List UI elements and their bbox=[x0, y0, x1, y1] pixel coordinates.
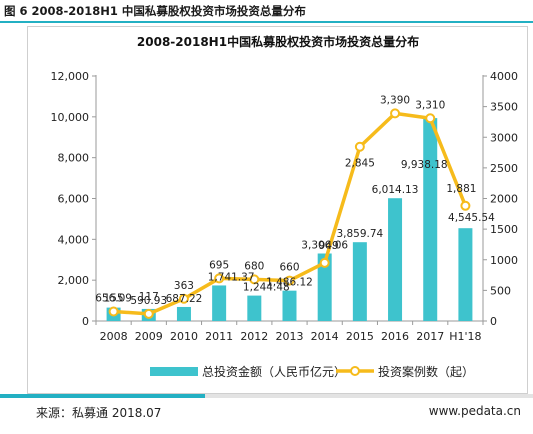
y-left-tick-label: 2,000 bbox=[58, 274, 90, 287]
website-link[interactable]: www.pedata.cn bbox=[428, 404, 521, 418]
bar-value-label: 1,244.48 bbox=[243, 282, 290, 294]
bar bbox=[458, 228, 473, 321]
bar bbox=[247, 295, 262, 321]
bar bbox=[212, 285, 227, 321]
line-value-label: 1,881 bbox=[446, 183, 476, 195]
x-tick-label: 2008 bbox=[100, 330, 128, 343]
line-value-label: 3,310 bbox=[415, 99, 445, 111]
bar-value-label: 6,014.13 bbox=[372, 184, 419, 196]
x-tick-label: 2017 bbox=[416, 330, 444, 343]
legend-line-label: 投资案例数（起） bbox=[378, 364, 474, 379]
x-tick-label: 2013 bbox=[276, 330, 304, 343]
bar-value-label: 1,741.37 bbox=[208, 271, 255, 283]
source-note: 来源：私募通 2018.07 bbox=[36, 406, 162, 420]
y-left-tick-label: 10,000 bbox=[51, 111, 90, 124]
legend-line-marker bbox=[350, 366, 360, 376]
x-tick-label: 2011 bbox=[205, 330, 233, 343]
x-tick-label: 2010 bbox=[170, 330, 198, 343]
line-value-label: 155 bbox=[104, 293, 124, 305]
line-point bbox=[354, 141, 365, 152]
chart-legend: 总投资金额（人民币亿元） 投资案例数（起） bbox=[150, 364, 474, 379]
line-value-label: 695 bbox=[209, 259, 229, 271]
x-tick-label: 2009 bbox=[135, 330, 163, 343]
bar-value-label: 656.09 bbox=[95, 293, 132, 305]
line-point bbox=[460, 200, 471, 211]
line-series bbox=[108, 108, 471, 319]
x-tick-label: 2015 bbox=[346, 330, 374, 343]
line-value-label: 2,845 bbox=[345, 158, 375, 170]
line-point bbox=[425, 113, 436, 124]
bar bbox=[176, 306, 191, 321]
chart-container: 2008-2018H1中国私募股权投资市场投资总量分布 0 2,000 4,000 6… bbox=[27, 26, 528, 394]
bar bbox=[317, 253, 332, 321]
line-point bbox=[143, 308, 154, 319]
line-point bbox=[319, 257, 330, 268]
y-right-tick-label: 1000 bbox=[490, 254, 518, 267]
line-point bbox=[214, 273, 225, 284]
bar-value-label: 590.93 bbox=[130, 295, 167, 307]
y-right-tick-label: 0 bbox=[490, 315, 497, 328]
chart-axes: 0 2,000 4,000 6,000 8,000 10,000 12,000 0 500 100… bbox=[51, 70, 519, 343]
line-value-label: 680 bbox=[244, 260, 264, 272]
chart: 2008-2018H1中国私募股权投资市场投资总量分布 0 2,000 4,000 6… bbox=[51, 34, 519, 379]
bar-value-label: 1,486.12 bbox=[266, 277, 313, 289]
bar bbox=[352, 242, 367, 321]
y-left-tick-label: 8,000 bbox=[58, 152, 90, 165]
line-point bbox=[249, 274, 260, 285]
y-left-tick-label: 12,000 bbox=[51, 70, 90, 83]
figure-caption: 图 6 2008-2018H1 中国私募股权投资市场投资总量分布 bbox=[4, 4, 306, 18]
y-right-tick-label: 500 bbox=[490, 284, 511, 297]
bar-value-label: 687.22 bbox=[166, 293, 203, 305]
line-value-label: 117 bbox=[139, 291, 159, 303]
y-left-tick-label: 0 bbox=[82, 315, 89, 328]
line-point bbox=[390, 108, 401, 119]
y-right-tick-label: 3000 bbox=[490, 131, 518, 144]
y-right-tick-label: 3500 bbox=[490, 101, 518, 114]
y-left-tick-label: 6,000 bbox=[58, 193, 90, 206]
line-value-label: 363 bbox=[174, 280, 194, 292]
bar bbox=[423, 118, 438, 321]
line-value-label: 660 bbox=[279, 262, 299, 274]
x-tick-label: 2014 bbox=[311, 330, 339, 343]
chart-title: 2008-2018H1中国私募股权投资市场投资总量分布 bbox=[137, 34, 419, 49]
legend-bar-swatch bbox=[150, 367, 198, 376]
y-right-tick-label: 4000 bbox=[490, 70, 518, 83]
legend-bar-label: 总投资金额（人民币亿元） bbox=[202, 364, 346, 379]
bar bbox=[282, 290, 297, 321]
bar bbox=[388, 198, 403, 321]
footer-rule bbox=[0, 394, 533, 398]
bar-series bbox=[106, 118, 473, 321]
y-right-tick-label: 2500 bbox=[490, 162, 518, 175]
y-right-tick-label: 2000 bbox=[490, 193, 518, 206]
line-value-label: 949 bbox=[319, 240, 339, 252]
y-left-tick-label: 4,000 bbox=[58, 233, 90, 246]
line-point bbox=[108, 306, 119, 317]
x-tick-label: H1'18 bbox=[449, 330, 481, 343]
y-right-tick-label: 1500 bbox=[490, 223, 518, 236]
caption-rule bbox=[0, 21, 533, 23]
bar-value-label: 9,938.18 bbox=[401, 159, 448, 171]
footer-rule-accent bbox=[0, 394, 205, 398]
bar-value-label: 4,545.54 bbox=[448, 212, 495, 224]
line-point bbox=[284, 275, 295, 286]
bar-value-label: 3,859.74 bbox=[336, 228, 383, 240]
bar-value-label: 3,306.06 bbox=[301, 240, 348, 252]
line-value-label: 3,390 bbox=[380, 94, 410, 106]
x-tick-label: 2012 bbox=[240, 330, 268, 343]
x-tick-label: 2016 bbox=[381, 330, 409, 343]
line-point bbox=[178, 293, 189, 304]
